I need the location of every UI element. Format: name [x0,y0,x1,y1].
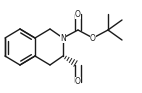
Text: O: O [75,9,81,19]
Text: O: O [90,33,96,43]
Text: O: O [75,77,81,86]
Text: N: N [60,33,66,43]
